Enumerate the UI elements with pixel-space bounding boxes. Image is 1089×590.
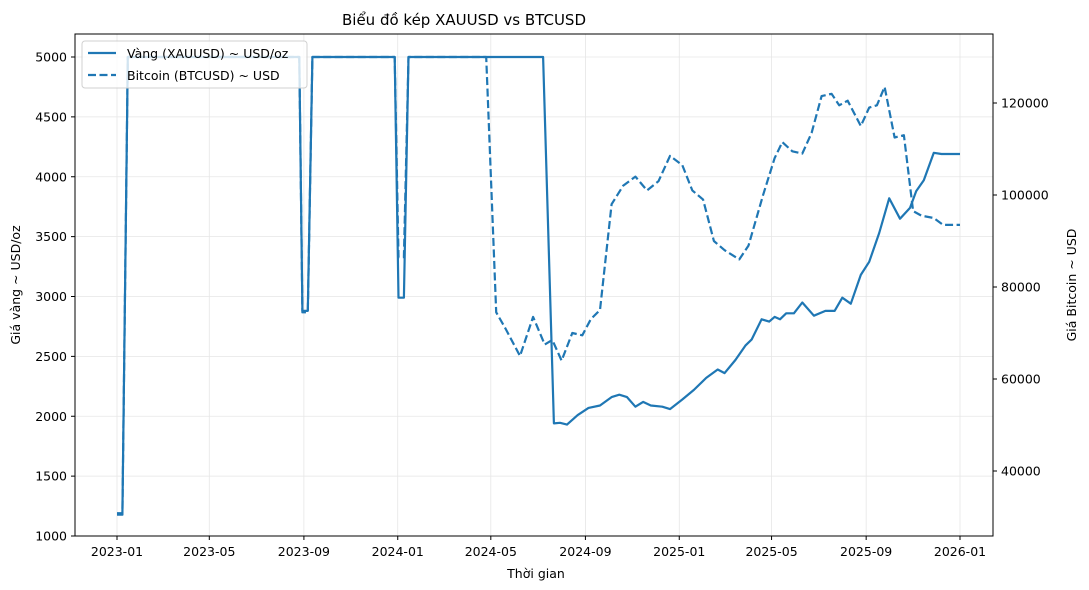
left-y-tick-label: 3500 <box>35 229 67 244</box>
left-y-tick-label: 2500 <box>35 349 67 364</box>
x-tick-label: 2025-09 <box>840 544 892 559</box>
legend: Vàng (XAUUSD) ~ USD/oz Bitcoin (BTCUSD) … <box>81 40 308 89</box>
x-tick-label: 2025-05 <box>745 544 797 559</box>
x-axis-ticks: 2023-01 2023-05 2023-09 2024-01 2024-05 2024-… <box>91 536 986 559</box>
left-y-tick-label: 2000 <box>35 409 67 424</box>
right-y-tick-label: 100000 <box>1001 188 1049 203</box>
left-y-tick-label: 4500 <box>35 109 67 124</box>
series-lines <box>117 55 960 516</box>
plot-area-frame <box>74 33 994 537</box>
right-y-axis-label: Giá Bitcoin ~ USD <box>1064 229 1079 342</box>
left-y-axis-label: Giá vàng ~ USD/oz <box>8 225 23 345</box>
left-y-axis-ticks: 1000 1500 2000 2500 3000 3500 4000 4500 5000 <box>35 50 75 544</box>
x-tick-label: 2024-05 <box>465 544 517 559</box>
x-tick-label: 2023-01 <box>91 544 143 559</box>
x-tick-label: 2025-01 <box>653 544 705 559</box>
left-y-tick-label: 5000 <box>35 50 67 65</box>
bitcoin-price-line <box>117 55 960 516</box>
x-tick-label: 2023-09 <box>278 544 330 559</box>
x-axis-label: Thời gian <box>506 566 565 581</box>
legend-label-bitcoin: Bitcoin (BTCUSD) ~ USD <box>127 68 280 83</box>
left-y-tick-label: 4000 <box>35 169 67 184</box>
chart-title: Biểu đồ kép XAUUSD vs BTCUSD <box>342 11 586 29</box>
grid-lines <box>75 34 993 537</box>
legend-box <box>81 40 308 89</box>
right-y-tick-label: 40000 <box>1001 464 1041 479</box>
left-y-tick-label: 3000 <box>35 289 67 304</box>
right-y-axis-ticks: 40000 60000 80000 100000 120000 <box>993 96 1049 479</box>
right-y-tick-label: 120000 <box>1001 96 1049 111</box>
x-tick-label: 2023-05 <box>183 544 235 559</box>
gold-price-line <box>117 55 960 515</box>
left-y-tick-label: 1000 <box>35 529 67 544</box>
x-tick-label: 2026-01 <box>934 544 986 559</box>
x-tick-label: 2024-01 <box>372 544 424 559</box>
legend-label-gold: Vàng (XAUUSD) ~ USD/oz <box>127 46 289 61</box>
x-tick-label: 2024-09 <box>559 544 611 559</box>
right-y-tick-label: 80000 <box>1001 280 1041 295</box>
left-y-tick-label: 1500 <box>35 469 67 484</box>
right-y-tick-label: 60000 <box>1001 372 1041 387</box>
